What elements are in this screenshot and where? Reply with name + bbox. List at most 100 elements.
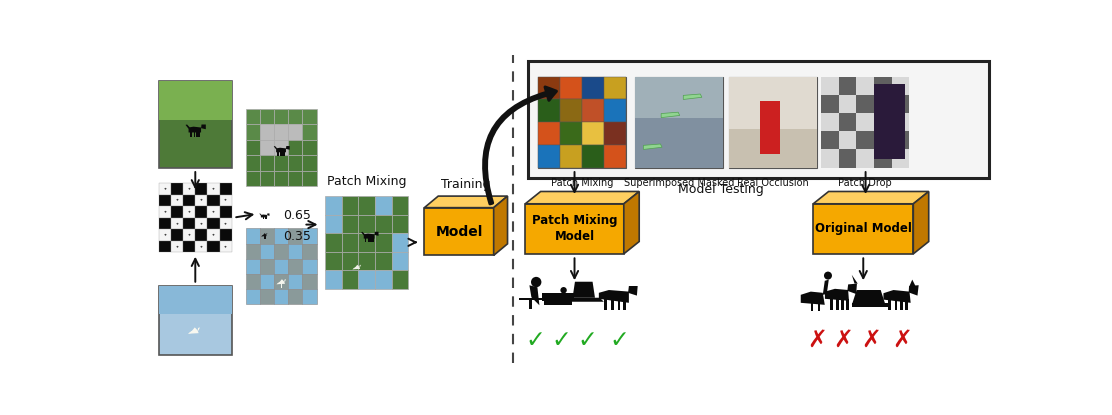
Polygon shape [913,191,929,254]
Polygon shape [852,303,888,307]
Bar [582,145,604,168]
Bar [190,132,191,137]
Bar [841,299,844,310]
Text: ✦: ✦ [200,198,202,203]
Bar [260,140,274,155]
Bar [838,131,856,149]
Bar [260,109,274,124]
Bar [302,244,317,259]
Bar [892,131,910,149]
Polygon shape [375,232,378,236]
Bar [582,122,604,145]
Bar [604,122,626,145]
Polygon shape [529,285,539,305]
Bar [838,113,856,131]
Text: ✗: ✗ [833,328,853,352]
Text: ✓: ✓ [609,328,629,352]
Polygon shape [823,280,828,295]
Polygon shape [259,213,261,216]
Bar [208,241,220,252]
Bar [159,81,232,168]
Polygon shape [364,234,375,239]
Bar [821,131,838,149]
Bar [246,171,260,186]
Polygon shape [286,146,290,150]
Text: ✦: ✦ [176,222,178,225]
Bar [562,289,564,293]
Text: Patch Mixing: Patch Mixing [550,178,613,188]
Bar [617,299,620,310]
Bar [604,299,607,310]
Bar [761,101,780,154]
Bar [391,196,408,215]
Bar [537,100,559,122]
Bar [246,274,260,289]
Bar [246,124,260,140]
Bar [358,270,375,288]
Bar [821,95,838,113]
Bar [874,131,892,149]
Bar [208,206,220,217]
Bar [183,241,196,252]
Polygon shape [852,275,857,283]
Bar [288,274,302,289]
Bar [159,183,171,195]
Bar [274,155,288,171]
Bar [838,77,856,95]
Bar [544,300,572,305]
Polygon shape [285,279,286,282]
Bar [325,270,341,288]
Bar [537,77,626,168]
Bar [246,140,260,155]
Text: Model: Model [435,225,483,239]
Polygon shape [261,215,267,217]
Bar [325,215,341,233]
Bar [895,300,897,310]
Polygon shape [425,208,494,255]
Bar [208,183,220,195]
Bar [528,61,989,178]
Bar [830,299,833,310]
Text: ✦: ✦ [212,210,215,214]
Bar [280,152,281,156]
Bar [892,77,910,95]
Polygon shape [425,196,507,208]
Bar [846,299,848,310]
Polygon shape [494,196,507,255]
Bar [341,270,358,288]
Polygon shape [201,124,206,129]
Bar [874,113,892,131]
Text: ✓: ✓ [525,328,545,352]
Bar [288,140,302,155]
Bar [604,77,626,100]
Polygon shape [801,292,825,305]
Bar [888,300,891,310]
Polygon shape [525,204,624,254]
Bar [260,228,274,244]
Polygon shape [198,327,200,330]
Bar [542,293,574,301]
Text: ✦: ✦ [225,244,227,249]
Text: ✦: ✦ [212,187,215,191]
Bar [604,100,626,122]
Text: ✦: ✦ [188,233,190,237]
Bar [198,132,200,137]
Bar [375,233,391,251]
Bar [537,145,559,168]
Polygon shape [277,282,285,284]
Bar [260,259,274,274]
Bar [821,113,838,131]
Text: ✦: ✦ [188,187,190,191]
Bar [171,195,183,206]
Bar [368,239,369,242]
Bar [159,206,171,217]
Text: ✓: ✓ [552,328,572,352]
Bar [623,299,626,310]
Bar [874,95,892,113]
Polygon shape [599,290,629,303]
Bar [196,195,208,206]
Bar [274,289,288,304]
Bar [171,217,183,229]
Bar [183,217,196,229]
Bar [811,302,813,311]
